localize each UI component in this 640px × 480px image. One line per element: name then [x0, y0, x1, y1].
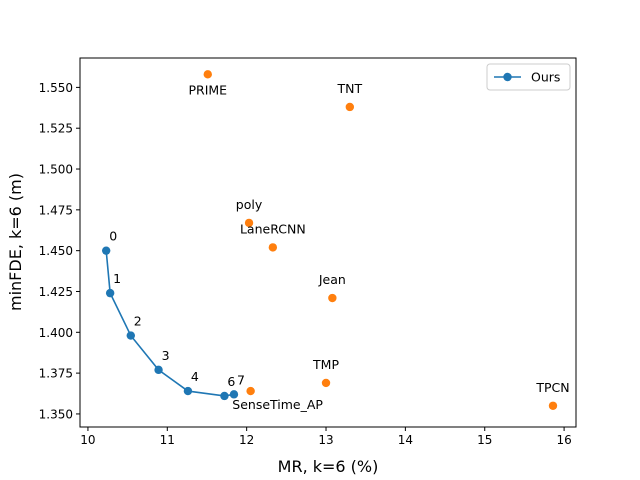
- baseline-point-label: PRIME: [188, 82, 227, 97]
- baseline-point: [246, 386, 255, 396]
- x-tick-label: 13: [318, 433, 333, 447]
- y-tick-label: 1.400: [39, 326, 73, 340]
- ours-point: [105, 288, 115, 298]
- y-tick-label: 1.350: [39, 407, 73, 421]
- ours-point: [126, 331, 135, 340]
- baseline-point: [244, 218, 254, 228]
- y-tick-label: 1.500: [39, 163, 73, 177]
- baseline-point-label: SenseTime_AP: [232, 397, 323, 412]
- legend-marker: [503, 72, 512, 82]
- legend-label: Ours: [531, 70, 560, 85]
- y-tick-label: 1.425: [39, 285, 73, 299]
- baseline-point-label: TPCN: [535, 380, 569, 395]
- ours-point-label: 6: [227, 374, 235, 389]
- baseline-point: [203, 70, 212, 79]
- baseline-point-label: TNT: [337, 81, 363, 96]
- y-tick-label: 1.525: [39, 122, 73, 136]
- plot-frame: [79, 57, 577, 428]
- ours-point-label: 7: [237, 372, 245, 387]
- y-tick-label: 1.475: [39, 203, 73, 217]
- ours-point: [229, 390, 239, 399]
- legend-box: [486, 63, 571, 91]
- x-tick-label: 15: [477, 433, 492, 447]
- x-tick-label: 11: [160, 433, 175, 447]
- baseline-point-label: LaneRCNN: [240, 221, 306, 236]
- chart-marks: 0 1 2 3 4 6 7 PRIME TNT poly LaneRCNN Jean TMP SenseT…: [101, 70, 570, 412]
- ours-point-label: 2: [134, 314, 142, 329]
- x-tick-label: 14: [398, 433, 413, 447]
- y-axis: 1.350 1.375 1.400 1.425 1.450 1.475 1.500 1.525…: [39, 81, 80, 421]
- plot-area: [79, 57, 577, 428]
- baseline-point-label: poly: [236, 197, 263, 212]
- ours-point: [220, 391, 229, 401]
- legend: Ours: [486, 63, 571, 91]
- y-tick-label: 1.450: [39, 244, 73, 258]
- ours-point-label: 1: [113, 271, 121, 286]
- baseline-point-label: TMP: [312, 357, 339, 372]
- baseline-point: [328, 293, 337, 303]
- baseline-point: [268, 243, 278, 252]
- ours-point-label: 0: [109, 229, 117, 244]
- baseline-point-label: Jean: [318, 272, 346, 287]
- baseline-point: [548, 401, 558, 410]
- baseline-point: [345, 102, 355, 112]
- baseline-point: [321, 378, 331, 388]
- ours-point-label: 3: [162, 348, 170, 363]
- ours-series-line: [105, 250, 235, 397]
- x-tick-label: 16: [556, 433, 571, 447]
- x-axis: 10 11 12 13 14 15 16: [80, 427, 572, 447]
- ours-point: [101, 246, 111, 255]
- ours-point-label: 4: [191, 369, 199, 384]
- y-axis-title: minFDE, k=6 (m): [6, 173, 25, 311]
- ours-point: [154, 365, 163, 375]
- x-tick-label: 12: [239, 433, 254, 447]
- x-tick-label: 10: [80, 433, 95, 447]
- y-tick-label: 1.375: [39, 367, 73, 381]
- y-tick-label: 1.550: [39, 81, 73, 95]
- x-axis-title: MR, k=6 (%): [278, 457, 379, 476]
- ours-point: [183, 386, 193, 396]
